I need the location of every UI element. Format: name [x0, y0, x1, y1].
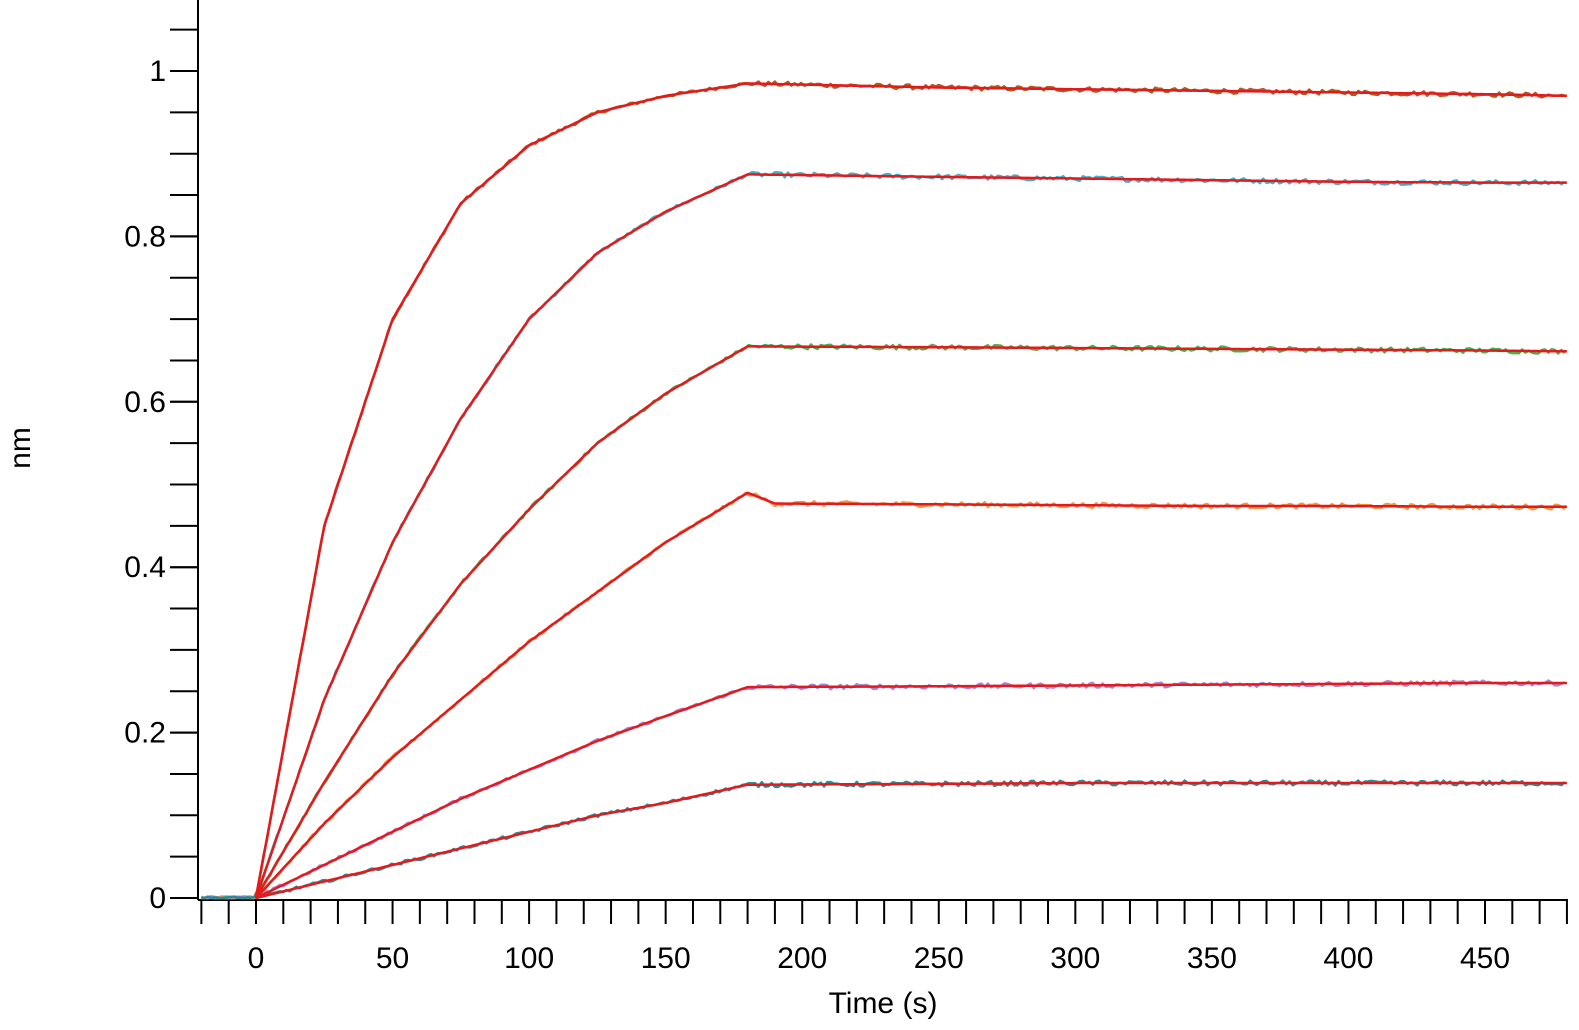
data-series-6: [201, 779, 1566, 900]
fit-curve-4: [255, 491, 1567, 899]
series-group: [200, 80, 1566, 900]
fit-curve-5: [255, 681, 1567, 900]
y-tick-label: 1: [149, 55, 166, 88]
axes: [197, 0, 1568, 901]
data-series-4: [201, 491, 1566, 900]
y-tick-label: 0: [149, 882, 166, 915]
x-ticks: 0 50 100 150 200 250 300 350 400 450: [200, 900, 1568, 975]
data-series-2: [201, 170, 1566, 900]
fit-group: [254, 82, 1567, 900]
x-tick-label: 400: [1323, 942, 1373, 975]
x-axis-title: Time (s): [829, 987, 938, 1020]
x-tick-label: 250: [914, 942, 964, 975]
y-tick-label: 0.4: [124, 551, 166, 584]
fit-curve-1: [254, 82, 1567, 899]
y-tick-label: 0.2: [124, 717, 166, 750]
data-series-1: [201, 80, 1565, 900]
x-tick-label: 100: [504, 942, 554, 975]
data-series-5: [201, 679, 1566, 900]
x-tick-label: 450: [1460, 942, 1510, 975]
x-tick-label: 200: [777, 942, 827, 975]
x-tick-label: 0: [248, 942, 265, 975]
x-tick-label: 150: [641, 942, 691, 975]
x-tick-label: 350: [1187, 942, 1237, 975]
fit-curve-3: [254, 345, 1567, 899]
x-tick-label: 50: [376, 942, 409, 975]
fit-curve-2: [254, 173, 1567, 899]
y-axis-title: nm: [4, 427, 37, 469]
fit-curve-6: [255, 781, 1567, 900]
y-tick-label: 0.8: [124, 220, 166, 253]
y-tick-label: 0.6: [124, 386, 166, 419]
y-ticks: 0 0.2 0.4 0.6 0.8 1: [124, 28, 198, 915]
x-tick-label: 300: [1050, 942, 1100, 975]
data-series-3: [200, 343, 1566, 900]
